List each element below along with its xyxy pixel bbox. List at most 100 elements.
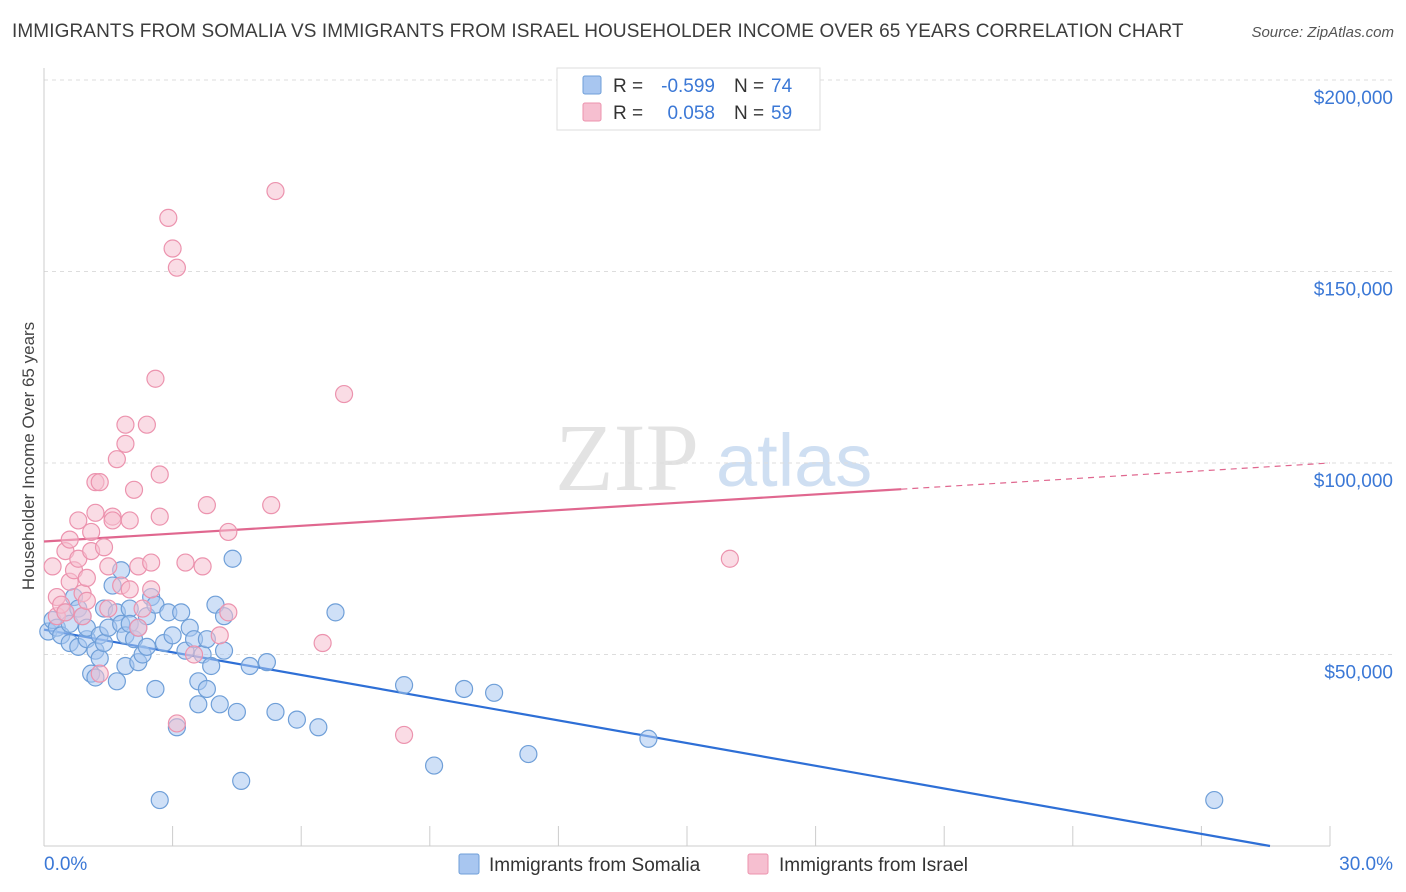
correlation-legend: R = -0.599 N = 74 R = 0.058 N = 59 xyxy=(556,67,821,131)
point-somalia xyxy=(202,656,221,676)
point-somalia xyxy=(146,679,165,699)
point-somalia xyxy=(454,679,474,699)
point-somalia xyxy=(137,637,156,656)
point-israel xyxy=(219,603,238,622)
trend-line-israel xyxy=(43,488,902,543)
point-israel xyxy=(99,599,118,618)
point-somalia xyxy=(227,702,246,722)
point-israel xyxy=(146,369,165,388)
series-legend-swatch-israel xyxy=(747,853,769,875)
point-israel xyxy=(163,239,182,258)
point-israel xyxy=(116,434,135,453)
point-somalia xyxy=(94,633,114,653)
point-somalia xyxy=(197,679,216,699)
point-israel xyxy=(262,496,281,515)
point-somalia xyxy=(232,771,251,790)
series-legend-swatch-somalia xyxy=(458,853,480,875)
x-tick-label: 0.0% xyxy=(44,854,87,875)
point-israel xyxy=(56,603,75,622)
series-legend-label-somalia: Immigrants from Somalia xyxy=(489,855,701,876)
y-tick-label: $150,000 xyxy=(1314,280,1393,301)
point-israel xyxy=(82,522,101,542)
point-israel xyxy=(73,607,92,626)
axes xyxy=(43,68,1330,847)
legend-r-label-israel: R = xyxy=(613,103,643,124)
point-israel xyxy=(193,557,212,576)
point-somalia xyxy=(519,744,538,764)
point-israel xyxy=(90,473,109,492)
point-somalia xyxy=(90,649,109,668)
point-israel xyxy=(167,258,186,277)
point-somalia xyxy=(240,656,259,676)
legend-n-label-somalia: N = xyxy=(734,76,764,97)
y-tick-label: $50,000 xyxy=(1324,663,1393,684)
point-somalia xyxy=(639,729,658,748)
point-israel xyxy=(86,503,105,522)
point-israel xyxy=(43,557,62,576)
point-israel xyxy=(142,553,161,572)
legend-n-value-somalia: 74 xyxy=(771,76,793,97)
point-israel xyxy=(394,725,414,745)
legend-r-value-somalia: -0.599 xyxy=(661,76,715,97)
point-israel xyxy=(266,181,285,201)
point-israel xyxy=(150,507,169,526)
point-israel xyxy=(60,530,79,549)
legend-swatch-somalia xyxy=(582,75,602,95)
point-israel xyxy=(124,480,144,499)
point-israel xyxy=(99,557,118,576)
point-israel xyxy=(107,450,126,469)
point-somalia xyxy=(326,603,345,622)
point-somalia xyxy=(210,695,229,714)
point-israel xyxy=(142,580,161,599)
tick-labels: $50,000 $100,000 $150,000 $200,000 0.0% 30.0% xyxy=(44,88,1393,875)
point-israel xyxy=(720,549,739,568)
point-israel xyxy=(137,415,156,434)
point-israel xyxy=(77,591,96,610)
point-israel xyxy=(150,465,169,484)
trend-line-israel-projection xyxy=(901,462,1331,490)
point-israel xyxy=(197,496,216,515)
point-israel xyxy=(94,538,114,557)
point-somalia xyxy=(424,756,444,775)
point-israel xyxy=(219,522,238,542)
point-israel xyxy=(176,553,195,572)
watermark-zip: ZIP xyxy=(555,404,699,511)
point-israel xyxy=(159,208,178,227)
point-israel xyxy=(116,415,135,434)
point-israel xyxy=(133,599,152,618)
series-legend: Immigrants from Somalia Immigrants from … xyxy=(458,853,968,876)
watermark-atlas: atlas xyxy=(716,419,872,502)
data-points xyxy=(39,181,1224,810)
point-israel xyxy=(210,626,229,645)
legend-r-value-israel: 0.058 xyxy=(667,103,715,124)
y-tick-label: $100,000 xyxy=(1314,471,1393,492)
point-israel xyxy=(129,618,148,637)
point-somalia xyxy=(266,702,285,722)
point-israel xyxy=(90,664,109,683)
point-somalia xyxy=(107,672,126,691)
point-somalia xyxy=(189,695,208,714)
point-somalia xyxy=(287,710,307,729)
point-somalia xyxy=(223,549,242,568)
point-somalia xyxy=(214,641,234,660)
legend-r-label-somalia: R = xyxy=(613,76,643,97)
point-israel xyxy=(334,384,354,404)
point-israel xyxy=(184,645,204,664)
point-israel xyxy=(77,568,96,588)
point-israel xyxy=(120,511,139,530)
y-tick-label: $200,000 xyxy=(1314,88,1393,109)
point-somalia xyxy=(485,683,504,702)
point-somalia xyxy=(1205,790,1224,810)
point-somalia xyxy=(394,676,414,695)
point-somalia xyxy=(257,653,277,672)
point-somalia xyxy=(163,626,182,645)
point-somalia xyxy=(172,603,191,622)
legend-swatch-israel xyxy=(582,102,602,122)
x-tick-label: 30.0% xyxy=(1339,854,1393,875)
series-legend-label-israel: Immigrants from Israel xyxy=(779,855,968,876)
source-label: Source: ZipAtlas.com xyxy=(1251,24,1394,41)
point-israel xyxy=(103,511,122,530)
point-israel xyxy=(69,511,88,530)
y-axis-title: Householder Income Over 65 years xyxy=(19,322,38,590)
